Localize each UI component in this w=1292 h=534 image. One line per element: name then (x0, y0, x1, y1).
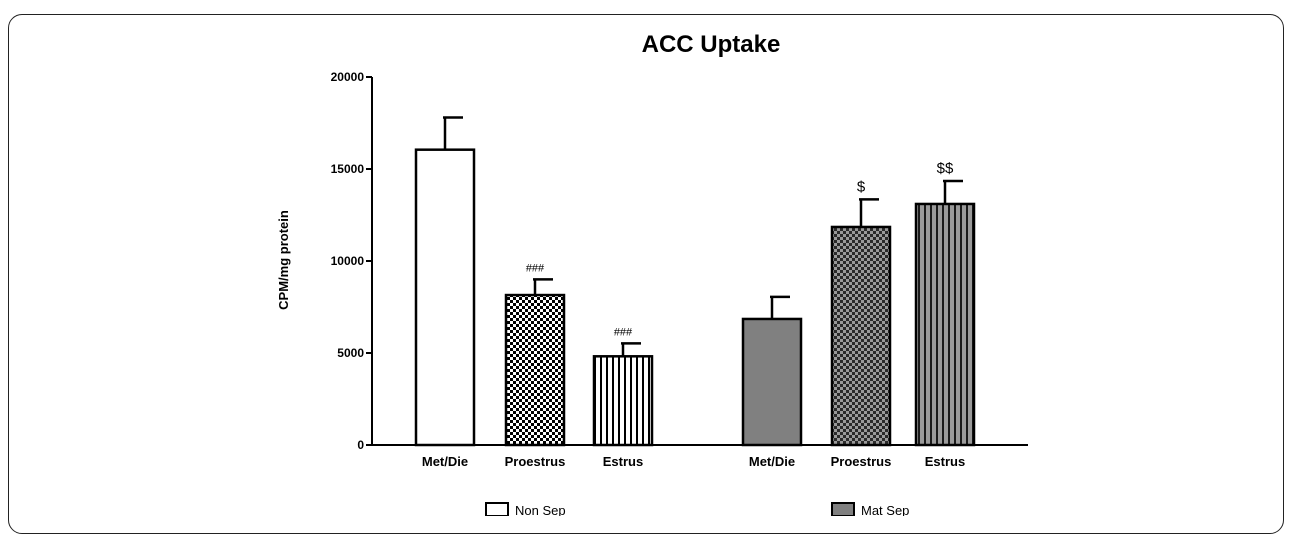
y-axis-label: CPM/mg protein (276, 210, 291, 310)
bar-mat-sep-proestrus (830, 225, 892, 447)
significance-annotation: ### (526, 262, 545, 274)
bar-mat-sep-met-die (741, 317, 803, 447)
x-tick-label: Proestrus (831, 454, 892, 469)
x-tick-label: Met/Die (422, 454, 468, 469)
y-tick-label: 10000 (331, 254, 365, 268)
y-tick-label: 0 (357, 438, 364, 452)
y-tick-label: 5000 (337, 346, 364, 360)
significance-annotation: $$ (937, 160, 954, 177)
x-tick-label: Estrus (603, 454, 643, 469)
x-tick-label: Estrus (925, 454, 965, 469)
bar-non-sep-proestrus (504, 293, 566, 447)
y-tick-label: 20000 (331, 70, 365, 84)
chart-title: ACC Uptake (642, 31, 781, 58)
bar-mat-sep-estrus (914, 202, 976, 447)
legend-swatch (831, 502, 855, 516)
bar-chart: ACC Uptake CPM/mg protein 0 5000 10000 1500… (276, 31, 1028, 516)
bar-non-sep-met-die (414, 148, 476, 447)
legend-swatch (485, 502, 509, 516)
legend-label: Mat Sep (861, 503, 909, 516)
significance-annotation: ### (614, 326, 633, 338)
legend-label: Non Sep (515, 503, 566, 516)
x-tick-label: Proestrus (505, 454, 566, 469)
significance-annotation: $ (857, 178, 866, 195)
bar-non-sep-estrus (592, 355, 654, 447)
x-tick-label: Met/Die (749, 454, 795, 469)
y-tick-label: 15000 (331, 162, 365, 176)
